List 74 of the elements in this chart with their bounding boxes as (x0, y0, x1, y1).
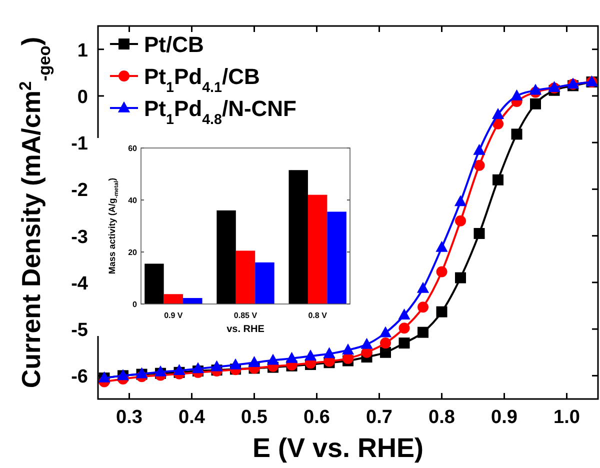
x-tick-label: 0.3 (116, 407, 142, 428)
point (266, 354, 280, 365)
x-tick-label: 0.6 (304, 407, 330, 428)
y-tick-label: 20 (128, 248, 138, 257)
bar (308, 194, 328, 304)
y-tick-label: -2 (71, 180, 88, 202)
point (360, 338, 373, 349)
legend-label: Pt/CB (144, 32, 204, 57)
y-tick-label: -5 (71, 320, 88, 342)
point (492, 174, 504, 186)
legend-label: Pt$_{1}$Pd$_{4.8}$/N-CNF (144, 96, 296, 128)
point (173, 364, 186, 375)
point (474, 228, 485, 239)
x-tick-label: 0.5 (241, 407, 268, 428)
x-tick-label: 0.9 V (164, 311, 184, 320)
point (511, 128, 522, 140)
point (436, 240, 448, 252)
point (455, 215, 466, 226)
x-tick-label: 1.0 (554, 407, 580, 428)
point (492, 108, 504, 119)
point (154, 365, 167, 376)
point (286, 352, 298, 363)
point (473, 144, 486, 155)
x-tick-label: 0.8 V (308, 311, 328, 320)
bar (164, 294, 184, 304)
point (474, 160, 485, 171)
bar (255, 262, 274, 304)
point (380, 346, 391, 358)
point (229, 358, 242, 370)
point (323, 347, 336, 358)
x-tick-label: 0.8 (428, 407, 455, 428)
point (529, 84, 542, 95)
bar (183, 298, 202, 304)
y-tick-label: -3 (71, 226, 88, 248)
point (436, 266, 448, 278)
point (398, 308, 410, 320)
point (455, 272, 466, 284)
x-tick-label: 0.7 (366, 407, 392, 428)
x-axis-title: E (V vs. RHE) (252, 433, 424, 463)
x-tick-label: 0.85 V (234, 311, 258, 320)
legend-label: Pt$_{1}$Pd$_{4.1}$/CB (144, 64, 260, 96)
point (192, 362, 204, 374)
x-axis-title: vs. RHE (226, 324, 265, 335)
y-tick-label: 40 (128, 196, 138, 205)
y-tick-label: -1 (71, 134, 88, 155)
y-tick-label: 60 (128, 144, 138, 153)
x-tick-label: 0.9 (491, 407, 518, 428)
y-tick-label: -4 (71, 273, 88, 294)
point (398, 338, 410, 349)
point (492, 118, 504, 130)
bar (327, 212, 346, 304)
y-tick-label: 0 (77, 86, 88, 108)
point (342, 343, 354, 354)
point (418, 302, 428, 313)
point (454, 195, 467, 206)
y-tick-label: 1 (77, 40, 88, 62)
point (436, 306, 448, 318)
point (380, 338, 391, 349)
point (398, 322, 410, 334)
point (304, 350, 317, 361)
point (530, 98, 541, 110)
point (248, 356, 260, 368)
bar (216, 210, 236, 304)
y-tick-label: -6 (71, 366, 88, 388)
y-tick-label: 0 (132, 300, 138, 309)
point (510, 89, 523, 100)
point (418, 326, 428, 338)
point (379, 326, 392, 338)
point (416, 282, 430, 293)
bar (236, 250, 256, 304)
bar (288, 170, 308, 304)
x-tick-label: 0.4 (178, 407, 206, 428)
point (210, 360, 223, 372)
bar (144, 264, 164, 304)
